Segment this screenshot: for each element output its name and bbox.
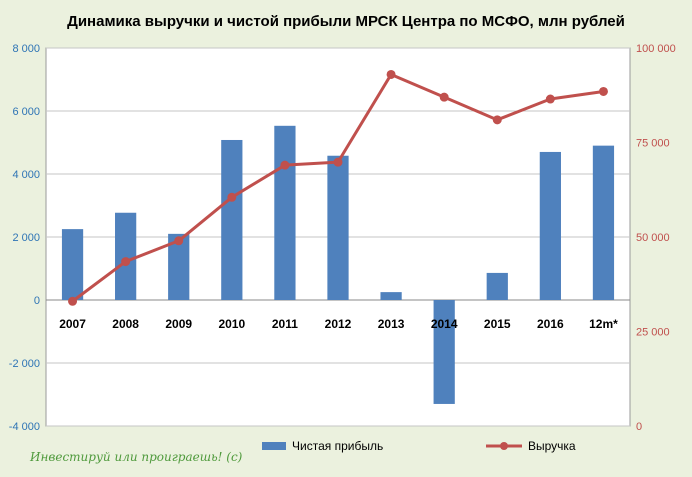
- category-label: 2011: [272, 317, 298, 331]
- line-point: [280, 160, 290, 170]
- right-tick-label: 25 000: [636, 327, 670, 339]
- left-tick-label: 0: [34, 295, 40, 307]
- line-point: [545, 94, 555, 104]
- right-tick-label: 50 000: [636, 232, 670, 244]
- legend-swatch-bar: [262, 442, 286, 450]
- bar: [539, 151, 561, 300]
- left-tick-label: -4 000: [9, 421, 40, 433]
- category-label: 2007: [59, 317, 86, 331]
- right-tick-label: 75 000: [636, 138, 670, 150]
- category-label: 2015: [484, 317, 511, 331]
- category-label: 2016: [537, 317, 564, 331]
- legend-label-bar: Чистая прибыль: [292, 439, 383, 453]
- left-tick-label: 8 000: [12, 43, 40, 55]
- watermark: Инвестируй или проиграешь! (c): [29, 450, 243, 464]
- right-tick-label: 100 000: [636, 43, 676, 55]
- left-tick-label: -2 000: [9, 358, 40, 370]
- line-point: [439, 92, 449, 102]
- category-label: 2010: [218, 317, 245, 331]
- bar: [433, 300, 455, 404]
- bar: [115, 212, 137, 300]
- left-axis: -4 000 -2 000 0 2 000 4 000 6 000 8 000: [9, 43, 40, 433]
- line-point: [333, 157, 343, 167]
- category-label: 2014: [431, 317, 458, 331]
- line-series: [68, 69, 608, 306]
- line-point: [386, 69, 396, 79]
- category-label: 12m*: [589, 317, 618, 331]
- legend-swatch-marker: [500, 442, 508, 450]
- legend-label-line: Выручка: [528, 439, 576, 453]
- category-label: 2009: [165, 317, 192, 331]
- bar: [592, 145, 615, 300]
- bar: [168, 233, 190, 300]
- right-axis: 0 25 000 50 000 75 000 100 000: [636, 43, 676, 433]
- left-tick-label: 6 000: [12, 106, 40, 118]
- line-point: [598, 86, 608, 96]
- bar: [327, 155, 349, 300]
- bar: [486, 272, 508, 300]
- line-point: [68, 296, 78, 306]
- line-point: [174, 236, 184, 246]
- bar: [61, 229, 84, 300]
- left-tick-label: 4 000: [12, 169, 40, 181]
- line-point: [492, 115, 502, 125]
- legend: Чистая прибыль Выручка: [262, 439, 576, 453]
- bar-series: [61, 125, 615, 404]
- category-label: 2012: [325, 317, 352, 331]
- right-tick-label: 0: [636, 421, 642, 433]
- category-label: 2013: [378, 317, 405, 331]
- category-labels: 2007 2008 2009 2010 2011 2012 2013 2014 2015 2016…: [59, 317, 618, 331]
- category-label: 2008: [112, 317, 139, 331]
- line-point: [121, 257, 131, 267]
- bar: [274, 125, 296, 301]
- bar: [221, 139, 243, 300]
- left-tick-label: 2 000: [12, 232, 40, 244]
- chart-title: Динамика выручки и чистой прибыли МРСК Ц…: [67, 13, 625, 30]
- bar: [380, 292, 402, 300]
- line-point: [227, 192, 237, 202]
